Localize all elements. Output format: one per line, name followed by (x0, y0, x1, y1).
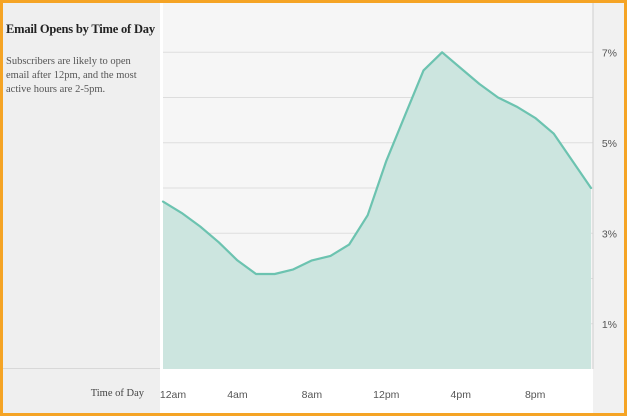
x-tick-label: 4pm (451, 389, 472, 401)
sidebar-divider (3, 368, 160, 369)
x-axis-title: Time of Day (90, 388, 144, 399)
y-tick-label: 7% (602, 47, 617, 59)
area-fill (163, 52, 591, 370)
chart-description: Subscribers are likely to open email aft… (6, 56, 137, 95)
x-tick-label: 12pm (373, 389, 400, 401)
y-tick-label: 1% (602, 319, 617, 331)
x-tick-labels: 12am 4am 8am 12pm 4pm 8pm (160, 389, 546, 401)
y-tick-label: 3% (602, 228, 617, 240)
y-tick-label: 5% (602, 138, 617, 150)
x-tick-label: 8am (302, 389, 323, 401)
series-line (161, 51, 593, 276)
y-tick-labels: 1% 3% 5% 7% (602, 47, 617, 331)
x-tick-label: 4am (227, 389, 248, 401)
x-tick-label: 8pm (525, 389, 546, 401)
sidebar-panel (3, 3, 160, 413)
y-axis-panel (593, 3, 624, 413)
chart-title: Email Opens by Time of Day (6, 22, 155, 36)
x-tick-label: 12am (160, 389, 187, 401)
